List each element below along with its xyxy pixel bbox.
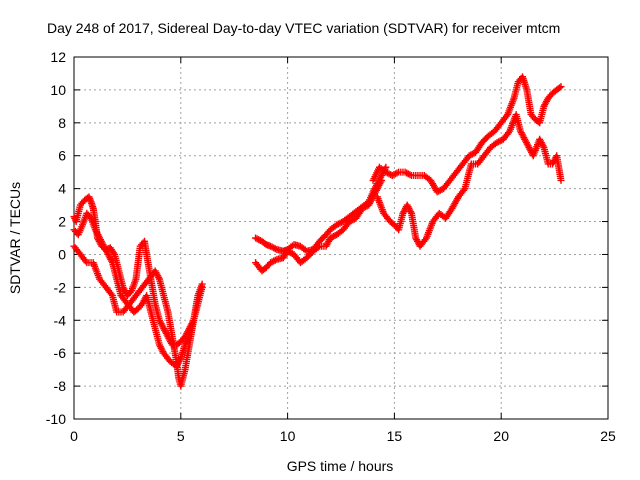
x-tick-label: 20 [493, 428, 509, 444]
data-point [468, 150, 476, 158]
series-track-c [70, 242, 206, 390]
data-point [404, 170, 412, 178]
y-axis-label: SDTVAR / TECUs [7, 182, 23, 294]
x-tick-label: 15 [387, 428, 403, 444]
y-tick-label: 6 [58, 148, 66, 164]
chart-title: Day 248 of 2017, Sidereal Day-to-day VTE… [47, 20, 560, 36]
y-tick-label: -4 [54, 312, 67, 328]
data-point [271, 256, 279, 264]
y-tick-label: 4 [58, 181, 66, 197]
series-track-g [373, 111, 565, 250]
x-axis: 0 5 10 15 20 25 [70, 57, 616, 444]
data-point [198, 283, 206, 291]
y-tick-label: -2 [54, 279, 67, 295]
data-point [271, 245, 279, 253]
y-tick-label: -6 [54, 345, 67, 361]
y-tick-label: 10 [50, 82, 66, 98]
x-tick-label: 0 [70, 428, 78, 444]
y-tick-label: -10 [46, 411, 66, 427]
y-tick-label: 8 [58, 115, 66, 131]
x-tick-label: 10 [280, 428, 296, 444]
data-point [436, 186, 444, 194]
data-point [378, 176, 386, 184]
y-tick-label: 2 [58, 214, 66, 230]
x-axis-label: GPS time / hours [287, 458, 394, 474]
y-axis: -10 -8 -6 -4 -2 0 2 4 6 8 10 12 [46, 49, 608, 427]
data-point [556, 84, 564, 92]
grid [74, 57, 608, 419]
data-point [391, 170, 399, 178]
x-tick-label: 25 [600, 428, 616, 444]
data-point [557, 176, 565, 184]
y-tick-label: 0 [58, 246, 66, 262]
plot-frame [73, 56, 609, 420]
data-point [314, 243, 322, 251]
series-track-f [369, 73, 565, 196]
data-point [406, 171, 414, 179]
data-point [393, 169, 401, 177]
y-tick-label: 12 [50, 49, 66, 65]
y-tick-label: -8 [54, 378, 67, 394]
x-tick-label: 5 [177, 428, 185, 444]
data-points [70, 73, 565, 390]
series-track-e [252, 176, 386, 275]
series-track-d [252, 163, 390, 255]
data-point [557, 83, 565, 91]
